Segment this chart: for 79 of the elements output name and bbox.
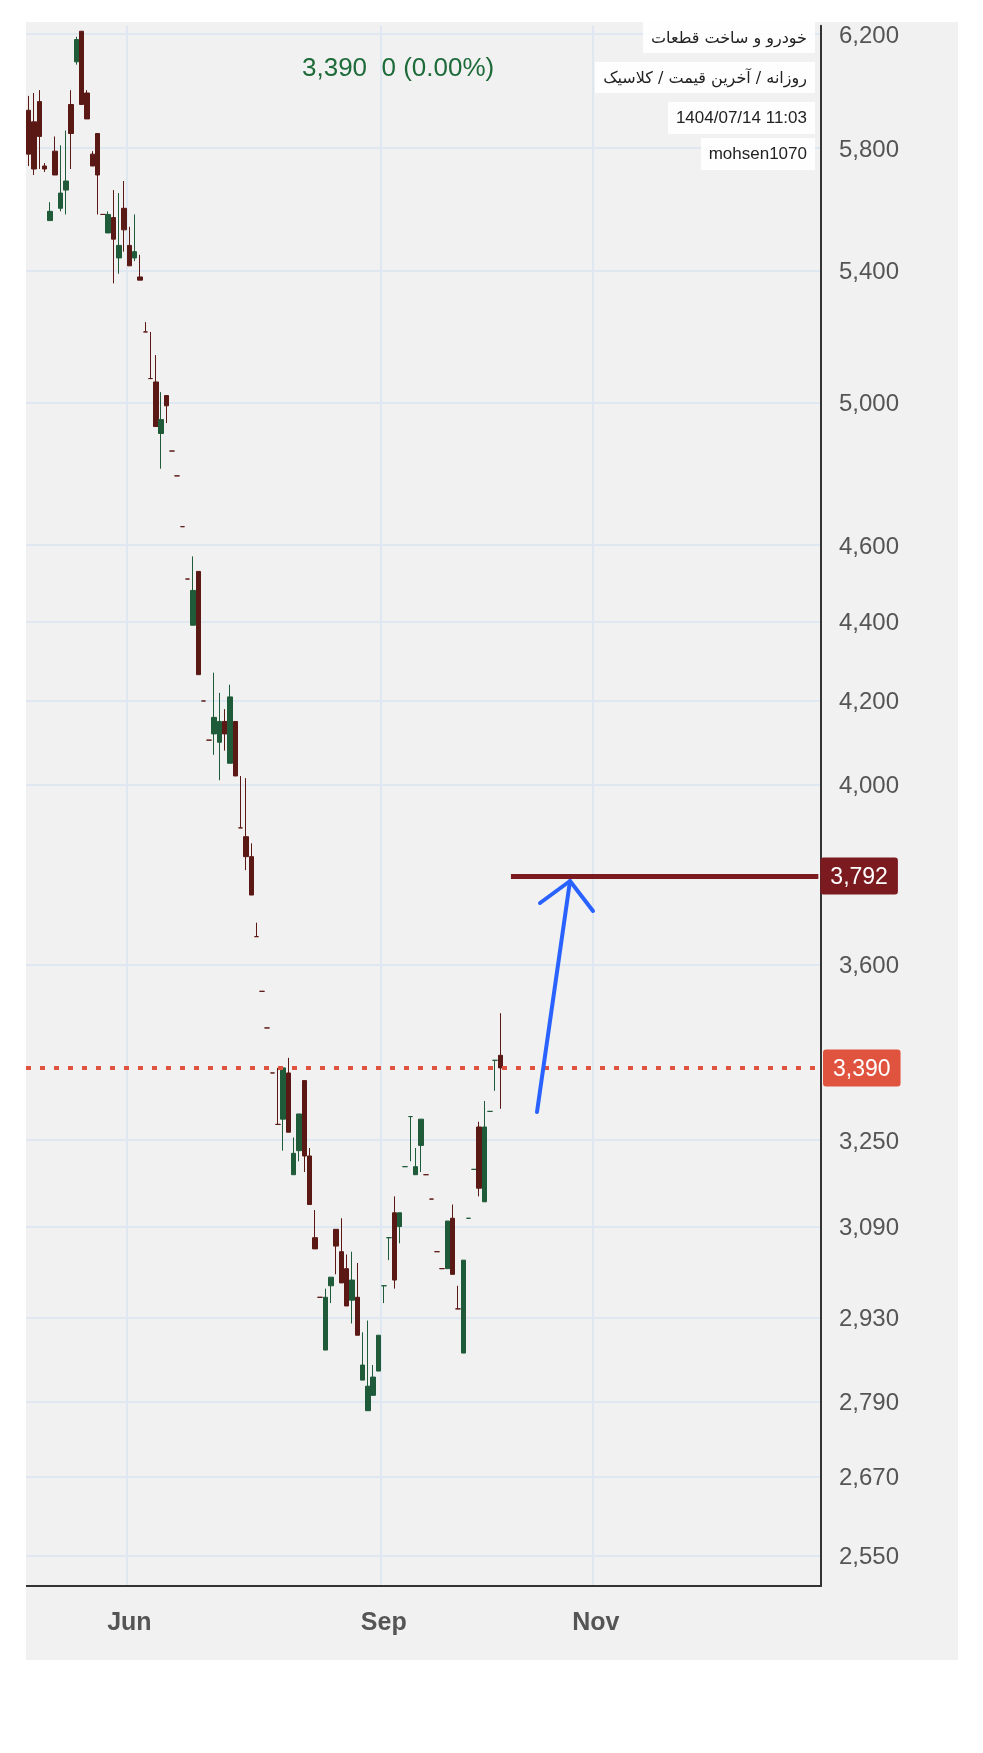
candlestick: [233, 720, 238, 777]
y-tick-label: 4,200: [839, 687, 900, 715]
candlestick: [296, 1113, 302, 1162]
y-tick-label: 2,550: [839, 1542, 900, 1570]
candlestick: [461, 1259, 466, 1354]
candlestick: [328, 1276, 334, 1304]
candlestick: [148, 331, 153, 380]
candlestick: [381, 1285, 387, 1304]
candlestick: [105, 210, 111, 234]
candlestick: [153, 354, 159, 428]
candlestick: [312, 1209, 318, 1250]
annotation: 1404/07/14 11:03: [667, 102, 815, 134]
y-tick-label: 3,600: [839, 951, 900, 979]
candlestick: [238, 775, 243, 829]
candlestick: [68, 89, 74, 170]
y-tick-label: 4,400: [839, 607, 900, 635]
candlestick: [376, 1334, 381, 1372]
candlestick: [254, 922, 259, 938]
y-tick-label: 4,600: [839, 531, 900, 559]
candlestick: [323, 1288, 328, 1351]
y-tick-label: 2,790: [839, 1387, 900, 1415]
y-tick-label: 6,200: [839, 20, 900, 48]
chart-title: خودرو و ساخت قطعات: [642, 22, 815, 53]
candlestick: [190, 555, 196, 626]
y-tick-label: 5,400: [839, 257, 900, 285]
y-tick-label: 4,000: [839, 771, 900, 799]
candlestick: [58, 144, 63, 212]
candlestick: [291, 1136, 296, 1176]
candlestick: [121, 180, 127, 253]
candlestick: [333, 1228, 339, 1275]
annotation: 3,390 0 (0.00%): [302, 52, 495, 83]
candlestick: [52, 135, 58, 176]
y-tick-label: 5,000: [839, 388, 900, 416]
ref-line-label: 3,390: [833, 1054, 891, 1081]
candlestick: [476, 1121, 482, 1197]
candlestick: [498, 1012, 503, 1110]
candlestick: [450, 1204, 455, 1275]
candlestick: [227, 684, 233, 764]
candlestick: [164, 395, 169, 424]
y-tick-label: 2,930: [839, 1304, 900, 1332]
candlestick: [74, 36, 79, 66]
candlestick: [455, 1285, 461, 1310]
text: روزانه / آخرین قیمت / کلاسیک: [595, 62, 815, 93]
candlestick: [127, 226, 132, 267]
candlestick: [360, 1331, 365, 1381]
candlestick: [196, 570, 201, 676]
candlestick: [63, 130, 69, 215]
candlestick: [392, 1195, 397, 1290]
candlestick: [137, 254, 143, 281]
candlestick: [116, 192, 122, 275]
candlestick: [418, 1118, 424, 1173]
candlestick: [408, 1116, 413, 1162]
x-tick-label: Jun: [107, 1606, 152, 1635]
y-tick-label: 3,250: [839, 1126, 900, 1154]
y-tick-label: 5,800: [839, 134, 900, 162]
candlestick: [286, 1057, 291, 1133]
candlestick: [482, 1100, 487, 1203]
candlestick: [143, 321, 148, 333]
ref-line-label: 3,792: [830, 862, 888, 889]
candlestick: [47, 201, 53, 222]
candlestick: [132, 213, 137, 262]
x-tick-label: Nov: [572, 1606, 620, 1635]
candlestick: [42, 162, 47, 173]
annotation: mohsen1070: [700, 138, 815, 170]
candlestick: [349, 1251, 355, 1324]
candlestick: [111, 189, 116, 284]
candlestick: [222, 708, 228, 752]
candlestick: [413, 1147, 418, 1176]
candlestick: [275, 1067, 281, 1125]
candlestick: [386, 1237, 392, 1261]
candlestick: [397, 1212, 402, 1244]
x-tick-label: Sep: [360, 1606, 407, 1635]
y-tick-label: 2,670: [839, 1463, 900, 1491]
candlestick: [280, 1067, 286, 1152]
candlestick: [492, 1059, 498, 1092]
y-tick-label: 3,090: [839, 1213, 900, 1241]
candlestick: [445, 1220, 450, 1270]
candlestick: [158, 391, 164, 470]
candlestick: [355, 1262, 360, 1336]
